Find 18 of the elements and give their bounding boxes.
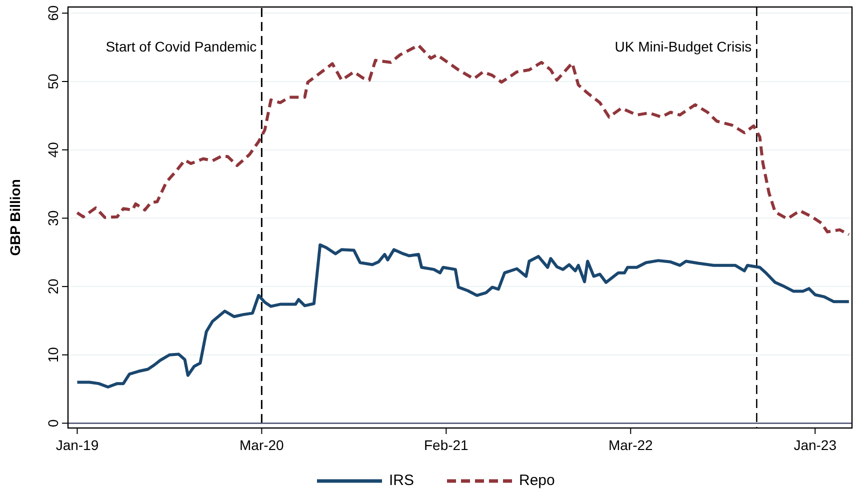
legend-label: IRS: [389, 472, 414, 489]
y-tick-label: 60: [45, 5, 61, 21]
y-tick-label: 20: [45, 278, 61, 294]
legend-label: Repo: [519, 472, 555, 489]
y-tick-label: 10: [45, 346, 61, 363]
line-series: [76, 243, 850, 388]
y-tick-label: 50: [45, 74, 61, 90]
annotation: Start of Covid Pandemic: [106, 38, 257, 55]
y-axis-title: GBP Billion: [7, 179, 23, 256]
x-tick-label: Jan-23: [794, 437, 837, 453]
y-tick-label: 0: [45, 419, 61, 428]
x-tick-label: Jan-19: [56, 437, 99, 453]
annotation: UK Mini-Budget Crisis: [614, 38, 752, 55]
x-tick-label: Mar-22: [608, 437, 654, 453]
y-tick-label: 30: [45, 210, 61, 226]
x-tick-label: Feb-21: [424, 437, 469, 453]
y-tick-label: 40: [45, 142, 61, 158]
x-tick-label: Mar-20: [240, 437, 284, 453]
